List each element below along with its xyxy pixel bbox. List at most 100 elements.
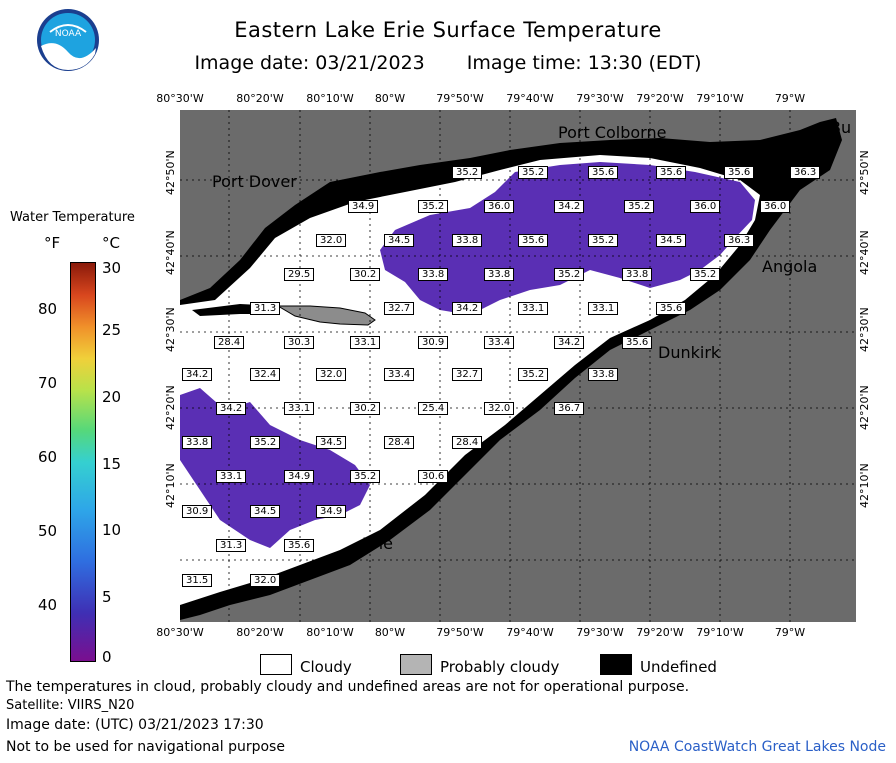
temperature-label: 30.9 xyxy=(182,505,213,518)
temperature-label: 34.2 xyxy=(554,336,585,349)
image-date-time: Image date: 03/21/2023 Image time: 13:30 … xyxy=(0,52,896,74)
colorbar-c-tick: 0 xyxy=(102,648,112,666)
temperature-label: 32.0 xyxy=(250,574,281,587)
lon-label: 80°10'W xyxy=(306,92,354,105)
temperature-label: 31.3 xyxy=(216,539,247,552)
noaa-logo: NOAA xyxy=(36,8,100,72)
temperature-label: 34.9 xyxy=(284,470,315,483)
colorbar-c-tick: 10 xyxy=(102,521,122,539)
temperature-label: 35.6 xyxy=(622,336,653,349)
colorbar-c-tick: 5 xyxy=(102,588,112,606)
temperature-label: 34.9 xyxy=(316,505,347,518)
colorbar-title: Water Temperature xyxy=(10,210,135,225)
lat-label: 42°30'N xyxy=(858,307,871,352)
colorbar-c-tick: 20 xyxy=(102,388,122,406)
graticule xyxy=(180,110,856,622)
temperature-label: 35.6 xyxy=(656,302,687,315)
map-title: Eastern Lake Erie Surface Temperature xyxy=(234,18,662,42)
lon-label: 80°30'W xyxy=(156,626,204,639)
lat-label: 42°30'N xyxy=(164,307,177,352)
temperature-label: 35.2 xyxy=(350,470,381,483)
temperature-label: 33.8 xyxy=(622,268,653,281)
place-label: Dunkirk xyxy=(658,343,721,362)
temperature-label: 33.8 xyxy=(418,268,449,281)
colorbar-c-tick: 15 xyxy=(102,455,122,473)
temperature-label: 36.7 xyxy=(554,402,585,415)
colorbar xyxy=(70,262,96,662)
temperature-label: 32.7 xyxy=(452,368,483,381)
lon-label: 80°20'W xyxy=(236,626,284,639)
temperature-label: 35.2 xyxy=(518,368,549,381)
colorbar-c-tick: 30 xyxy=(102,259,122,277)
lon-label: 79°10'W xyxy=(696,626,744,639)
temperature-label: 34.2 xyxy=(216,402,247,415)
temperature-label: 32.0 xyxy=(316,234,347,247)
temperature-label: 36.0 xyxy=(760,200,791,213)
lon-label: 80°30'W xyxy=(156,92,204,105)
temperature-label: 34.5 xyxy=(384,234,415,247)
lon-label: 79°50'W xyxy=(436,626,484,639)
colorbar-c-tick: 25 xyxy=(102,321,122,339)
temperature-label: 34.5 xyxy=(316,436,347,449)
legend-undefined-label: Undefined xyxy=(640,658,717,676)
temperature-label: 32.0 xyxy=(484,402,515,415)
temperature-label: 34.5 xyxy=(250,505,281,518)
temperature-label: 33.4 xyxy=(384,368,415,381)
colorbar-unit-f: °F xyxy=(44,234,61,252)
temperature-label: 33.1 xyxy=(284,402,315,415)
satellite: Satellite: VIIRS_N20 xyxy=(6,698,135,713)
nav-warning: Not to be used for navigational purpose xyxy=(6,739,285,755)
temperature-label: 32.7 xyxy=(384,302,415,315)
lon-label: 79°W xyxy=(774,92,806,105)
place-label: Bu xyxy=(830,118,852,137)
temperature-label: 33.8 xyxy=(484,268,515,281)
place-label: Erie xyxy=(362,534,393,553)
temperature-label: 35.2 xyxy=(250,436,281,449)
temperature-label: 35.6 xyxy=(518,234,549,247)
legend-cloudy-label: Cloudy xyxy=(300,658,352,676)
temperature-label: 35.2 xyxy=(588,234,619,247)
temperature-label: 32.4 xyxy=(250,368,281,381)
temperature-label: 35.6 xyxy=(656,166,687,179)
temperature-label: 30.6 xyxy=(418,470,449,483)
lon-label: 79°40'W xyxy=(506,626,554,639)
temperature-label: 30.9 xyxy=(418,336,449,349)
utc-date: Image date: (UTC) 03/21/2023 17:30 xyxy=(6,717,264,733)
temperature-label: 34.2 xyxy=(452,302,483,315)
temperature-label: 33.1 xyxy=(518,302,549,315)
temperature-label: 33.8 xyxy=(182,436,213,449)
temperature-label: 32.0 xyxy=(316,368,347,381)
logo-text: NOAA xyxy=(55,29,82,39)
credit: NOAA CoastWatch Great Lakes Node xyxy=(628,739,886,755)
temperature-label: 28.4 xyxy=(384,436,415,449)
temperature-label: 29.5 xyxy=(284,268,315,281)
temperature-label: 34.9 xyxy=(348,200,379,213)
temperature-label: 36.3 xyxy=(724,234,755,247)
temperature-label: 33.1 xyxy=(588,302,619,315)
disclaimer: The temperatures in cloud, probably clou… xyxy=(6,679,690,695)
temperature-label: 30.2 xyxy=(350,402,381,415)
temperature-label: 36.0 xyxy=(690,200,721,213)
temperature-label: 28.4 xyxy=(452,436,483,449)
colorbar-f-tick: 40 xyxy=(38,596,58,614)
lon-label: 79°30'W xyxy=(576,626,624,639)
temperature-label: 33.1 xyxy=(216,470,247,483)
colorbar-f-tick: 50 xyxy=(38,522,58,540)
legend-cloudy-swatch xyxy=(260,654,292,675)
lon-label: 80°W xyxy=(374,626,406,639)
legend-undefined-swatch xyxy=(600,654,632,675)
temperature-label: 35.2 xyxy=(690,268,721,281)
colorbar-f-tick: 70 xyxy=(38,374,58,392)
image-time: Image time: 13:30 (EDT) xyxy=(466,52,702,74)
temperature-label: 35.2 xyxy=(554,268,585,281)
lat-label: 42°20'N xyxy=(858,385,871,430)
temperature-label: 28.4 xyxy=(214,336,245,349)
lat-label: 42°50'N xyxy=(164,150,177,195)
temperature-label: 30.3 xyxy=(284,336,315,349)
water-region-north xyxy=(380,162,755,315)
temperature-label: 34.2 xyxy=(182,368,213,381)
temperature-label: 30.2 xyxy=(350,268,381,281)
lon-label: 80°10'W xyxy=(306,626,354,639)
lat-label: 42°40'N xyxy=(858,230,871,275)
legend-probably-cloudy-swatch xyxy=(400,654,432,675)
